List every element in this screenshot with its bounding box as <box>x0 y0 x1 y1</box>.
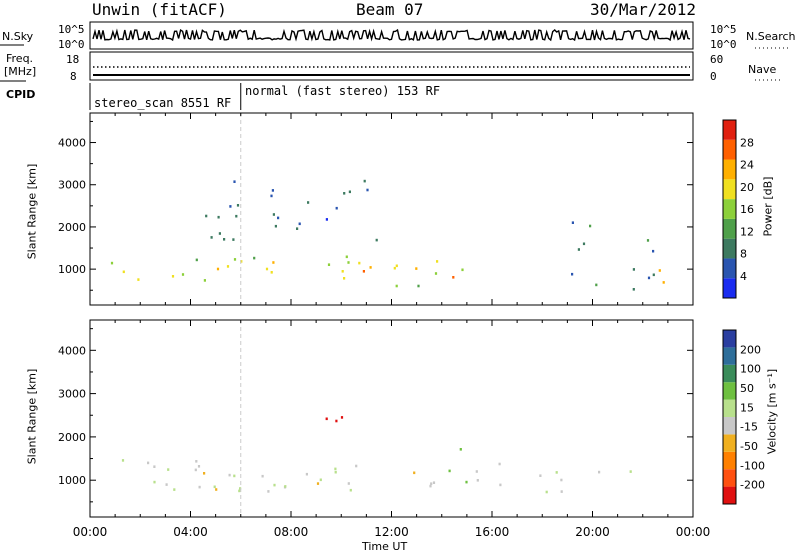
nsky-tick-high: 10^5 <box>58 23 85 36</box>
velocity-ytick-label-2: 3000 <box>58 388 86 401</box>
time-tick-label-2: 08:00 <box>274 525 309 539</box>
velocity-colorbar-tick-0: 200 <box>740 343 761 356</box>
velocity-colorbar-tick-2: 50 <box>740 382 754 395</box>
nsky-trace <box>92 28 691 42</box>
nsky-tick-low: 10^0 <box>58 38 85 51</box>
nsearch-tick-low: 10^0 <box>710 38 737 51</box>
mode-label-2: normal (fast stereo) 153 RF <box>245 84 441 98</box>
station-title: Unwin (fitACF) <box>92 0 227 19</box>
velocity-colorbar-tick-5: -50 <box>740 440 758 453</box>
power-colorbar-tick-0: 4 <box>740 270 747 283</box>
mode-label-1: stereo_scan 8551 RF <box>94 96 232 110</box>
freq-tick-low: 8 <box>70 70 77 83</box>
velocity-colorbar-cell-3 <box>723 434 736 452</box>
power-colorbar-cell-4 <box>723 199 736 219</box>
nsearch-label: N.Search <box>746 30 796 43</box>
nave-tick-high: 60 <box>710 53 724 66</box>
velocity-echo-region-2 <box>325 416 344 423</box>
velocity-colorbar-frame <box>722 329 737 505</box>
panel-bg-power <box>90 113 693 305</box>
time-tick-label-5: 20:00 <box>575 525 610 539</box>
date-title: 30/Mar/2012 <box>590 0 696 19</box>
time-axis-label: Time UT <box>362 540 408 553</box>
time-tick-label-3: 12:00 <box>374 525 409 539</box>
power-ytick-label-3: 4000 <box>58 137 86 150</box>
freq-label-1: Freq. <box>6 52 34 65</box>
nsky-panel-frame <box>89 21 694 50</box>
freq-tick-high: 18 <box>66 53 80 66</box>
beam-title: Beam 07 <box>356 0 424 19</box>
power-colorbar-tick-3: 16 <box>740 203 754 216</box>
velocity-colorbar-cell-6 <box>723 382 736 400</box>
power-colorbar-cell-1 <box>723 258 736 279</box>
power-ytick-label-1: 2000 <box>58 221 86 234</box>
power-echo-region-1 <box>216 261 455 280</box>
power-colorbar-tick-1: 8 <box>740 248 747 261</box>
power-echo-region-0 <box>110 255 464 288</box>
power-echo-region-2 <box>205 179 378 242</box>
velocity-echo-region-0 <box>121 459 632 494</box>
velocity-colorbar-tick-4: -15 <box>740 421 758 434</box>
velocity-ytick-label-3: 4000 <box>58 344 86 357</box>
power-colorbar-tick-5: 24 <box>740 159 754 172</box>
power-colorbar-cell-0 <box>723 278 736 298</box>
power-colorbar-frame <box>722 119 737 299</box>
power-colorbar-cell-5 <box>723 179 736 200</box>
velocity-colorbar-cell-5 <box>723 399 736 417</box>
panel-bg-velocity <box>90 320 693 517</box>
velocity-colorbar-tick-1: 100 <box>740 363 761 376</box>
freq-label-2: [MHz] <box>4 65 37 78</box>
power-colorbar-cell-7 <box>723 139 736 160</box>
power-echo-region-3 <box>571 221 655 291</box>
power-colorbar-cell-6 <box>723 159 736 180</box>
freq-panel-frame <box>89 51 694 81</box>
power-colorbar-tick-6: 28 <box>740 136 754 149</box>
power-colorbar-tick-2: 12 <box>740 225 754 238</box>
power-colorbar-tick-4: 20 <box>740 181 754 194</box>
power-ytick-label-2: 3000 <box>58 179 86 192</box>
velocity-echo-region-3 <box>448 448 468 484</box>
power-ytick-label-0: 1000 <box>58 263 86 276</box>
time-tick-label-0: 00:00 <box>73 525 108 539</box>
power-echo-region-4 <box>658 269 665 284</box>
velocity-colorbar-cell-0 <box>723 486 736 504</box>
power-colorbar-cell-8 <box>723 120 736 140</box>
velocity-colorbar-cell-7 <box>723 364 736 383</box>
velocity-colorbar-cell-9 <box>723 330 736 348</box>
nave-label: Nave <box>748 63 777 76</box>
velocity-colorbar-cell-4 <box>723 417 736 435</box>
time-tick-label-4: 16:00 <box>475 525 510 539</box>
velocity-colorbar-tick-6: -100 <box>740 459 765 472</box>
nsearch-tick-high: 10^5 <box>710 23 737 36</box>
velocity-colorbar-cell-2 <box>723 451 736 470</box>
power-colorbar-cell-2 <box>723 238 736 259</box>
time-tick-label-6: 00:00 <box>676 525 711 539</box>
velocity-colorbar-cell-1 <box>723 469 736 487</box>
cpid-label: CPID <box>6 88 36 101</box>
velocity-colorbar-tick-3: 15 <box>740 401 754 414</box>
velocity-echo-region-1 <box>194 468 436 491</box>
velocity-ytick-label-1: 2000 <box>58 431 86 444</box>
velocity-ytick-label-0: 1000 <box>58 474 86 487</box>
time-tick-label-1: 04:00 <box>173 525 208 539</box>
nave-tick-low: 0 <box>710 70 717 83</box>
velocity-colorbar-tick-7: -200 <box>740 479 765 492</box>
power-colorbar-cell-3 <box>723 218 736 239</box>
velocity-colorbar-cell-8 <box>723 347 736 365</box>
nsky-label: N.Sky <box>2 30 34 43</box>
